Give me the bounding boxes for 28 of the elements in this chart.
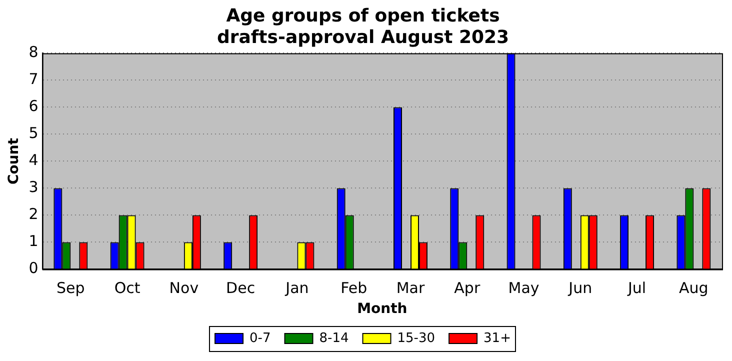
- legend-label: 31+: [484, 330, 511, 346]
- y-tick-label: 1: [28, 232, 38, 250]
- chart-title: Age groups of open tickets drafts-approval August 2023: [216, 5, 510, 48]
- y-tick-label: 5: [28, 124, 38, 142]
- x-tick-label: May: [508, 279, 540, 298]
- y-axis-title: Count: [6, 138, 22, 184]
- x-tick-label: Dec: [226, 279, 256, 298]
- x-tick-label: Aug: [679, 279, 708, 298]
- y-tick-label: 4: [28, 151, 38, 170]
- y-tick-label: 8: [28, 43, 38, 62]
- x-tick-label: Jun: [568, 279, 592, 298]
- x-tick-label: Feb: [340, 279, 368, 298]
- y-tick-label: 6: [28, 97, 38, 116]
- legend-label: 15-30: [397, 330, 436, 346]
- x-tick-label: Nov: [169, 279, 199, 298]
- legend-label: 0-7: [250, 330, 271, 346]
- x-tick-label: Jul: [626, 279, 646, 298]
- x-tick-label: Sep: [56, 279, 85, 298]
- legend-label: 8-14: [319, 330, 349, 346]
- x-tick-label: Oct: [114, 279, 140, 298]
- x-tick-label: Apr: [454, 279, 481, 298]
- x-tick-label: Mar: [396, 279, 426, 298]
- y-tick-label: 3: [28, 178, 38, 196]
- y-tick-label: 7: [28, 70, 38, 88]
- x-axis-title: Month: [357, 301, 408, 318]
- y-tick-label: 2: [28, 205, 38, 224]
- x-tick-label: Jan: [284, 279, 309, 298]
- y-tick-label: 0: [28, 259, 38, 278]
